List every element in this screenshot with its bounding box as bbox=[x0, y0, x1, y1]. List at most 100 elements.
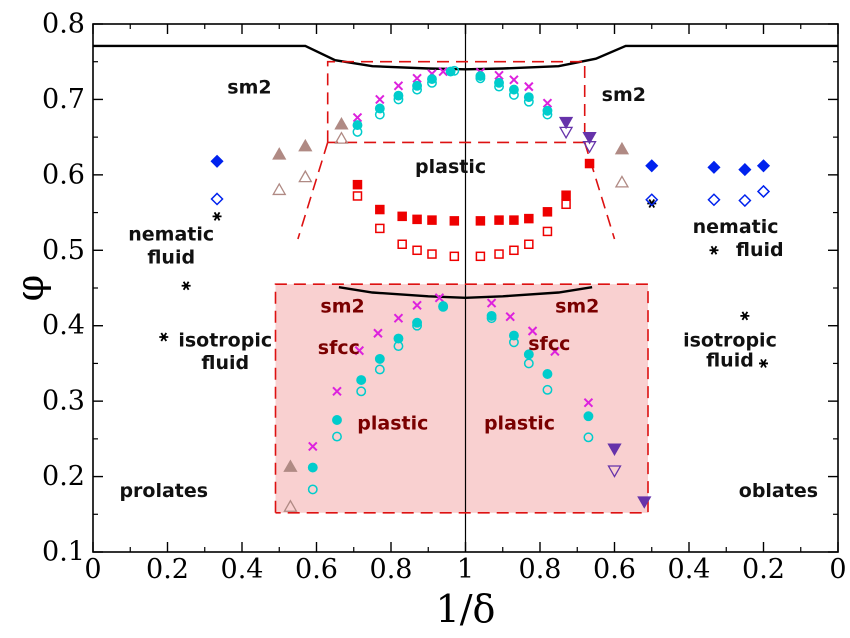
data-point-diamond-1-1 bbox=[645, 159, 659, 173]
data-point-diamond-2-0 bbox=[210, 192, 224, 206]
data-point-diamond-1-4 bbox=[756, 159, 771, 173]
series-7 bbox=[308, 66, 594, 452]
data-point-circle-8-15 bbox=[393, 333, 404, 344]
y-tick-label: 0.2 bbox=[42, 461, 85, 492]
data-point-circle-9-3 bbox=[412, 84, 423, 95]
data-point-circle-9-4 bbox=[427, 77, 437, 88]
data-point-circle-9-19 bbox=[508, 337, 519, 348]
data-point-square-10-7 bbox=[494, 215, 504, 225]
data-point-circle-8-14 bbox=[374, 353, 385, 364]
data-point-cross-7-0 bbox=[352, 112, 363, 123]
annotation-label: isotropic bbox=[178, 329, 272, 351]
data-point-square-10-12 bbox=[584, 158, 595, 169]
data-point-circle-9-2 bbox=[393, 94, 404, 105]
data-point-asterisk-0-5 bbox=[740, 311, 750, 321]
data-point-square-10-9 bbox=[524, 213, 534, 224]
series-0 bbox=[159, 199, 768, 368]
data-point-circle-9-1 bbox=[374, 109, 385, 120]
annotation-label: sfcc bbox=[318, 337, 360, 359]
data-point-cross-7-10 bbox=[542, 98, 553, 108]
x-tick-label: 0.4 bbox=[668, 554, 711, 585]
series-9 bbox=[307, 65, 594, 495]
x-tick-label: 0.8 bbox=[519, 554, 562, 585]
data-point-square-10-3 bbox=[412, 214, 422, 225]
data-point-circle-9-18 bbox=[486, 313, 497, 324]
data-point-circle-9-9 bbox=[523, 96, 534, 107]
series-5 bbox=[558, 116, 652, 509]
data-point-square-11-3 bbox=[412, 245, 422, 256]
data-point-cross-7-9 bbox=[524, 81, 534, 92]
data-point-circle-8-11 bbox=[307, 462, 318, 473]
annotation-label: sm2 bbox=[320, 295, 364, 317]
annotation-label: fluid bbox=[736, 239, 784, 261]
data-point-cross-7-20 bbox=[527, 326, 538, 336]
data-point-cross-7-14 bbox=[373, 328, 383, 338]
annotation-label: sm2 bbox=[227, 77, 271, 99]
annotation-label: nematic bbox=[128, 224, 214, 246]
data-point-circle-9-15 bbox=[393, 341, 404, 352]
y-tick-label: 0.5 bbox=[42, 235, 85, 266]
data-point-cross-7-21 bbox=[550, 346, 560, 357]
data-point-square-11-4 bbox=[427, 249, 437, 259]
annotations-layer: sm2 sm2plasticnematicfluidnematicfluidiso… bbox=[119, 77, 818, 503]
data-point-square-11-8 bbox=[509, 245, 519, 256]
data-point-square-11-9 bbox=[524, 239, 534, 250]
series-4 bbox=[272, 131, 630, 512]
annotation-label: fluid bbox=[201, 352, 249, 374]
annotation-label: plastic bbox=[357, 412, 428, 434]
data-point-cross-7-3 bbox=[412, 73, 422, 84]
data-point-circle-8-13 bbox=[356, 375, 367, 385]
data-point-circle-9-10 bbox=[542, 109, 553, 120]
data-point-circle-8-22 bbox=[583, 411, 594, 422]
series-2 bbox=[210, 184, 771, 208]
x-tick-label: 0.4 bbox=[221, 554, 264, 585]
annotation-label: prolates bbox=[119, 480, 208, 502]
data-point-square-10-2 bbox=[397, 211, 407, 222]
y-tick-label: 0.6 bbox=[42, 159, 85, 190]
annotation-label: isotropic bbox=[683, 329, 777, 351]
data-point-cross-7-18 bbox=[486, 298, 497, 308]
x-tick-label: 0.2 bbox=[146, 554, 189, 585]
data-point-square-11-0 bbox=[352, 191, 363, 201]
data-point-cross-7-1 bbox=[375, 94, 385, 105]
series-11 bbox=[352, 191, 571, 262]
annotation-label: sfcc bbox=[528, 333, 570, 355]
x-tick-label: 0.6 bbox=[295, 554, 338, 585]
data-point-circle-9-20 bbox=[523, 358, 534, 369]
data-point-cross-7-19 bbox=[505, 311, 515, 322]
data-point-square-11-7 bbox=[494, 249, 504, 259]
inset-shaded-region bbox=[275, 284, 649, 513]
shaded-region-layer bbox=[275, 284, 649, 513]
axes-layer: 0.1 0.2 0.3 0.4 0.5 0.6 0.7 0.8 0 0.2 0.4 0.6 0.8 1 0.… bbox=[8, 9, 847, 632]
data-point-triangle-down-5-2 bbox=[607, 443, 622, 456]
data-point-triangle-up-3-0 bbox=[272, 147, 287, 160]
annotation-label: plastic bbox=[415, 156, 486, 178]
data-point-square-11-5 bbox=[449, 251, 460, 262]
data-point-circle-9-14 bbox=[374, 364, 385, 375]
data-point-triangle-down-5-3 bbox=[637, 496, 652, 509]
data-point-square-10-6 bbox=[475, 216, 486, 226]
data-point-square-11-11 bbox=[561, 199, 571, 210]
series-1 bbox=[210, 154, 771, 177]
data-point-triangle-up-3-3 bbox=[614, 141, 630, 155]
data-point-diamond-2-2 bbox=[707, 193, 721, 207]
data-points-layer bbox=[159, 65, 771, 512]
data-point-asterisk-0-2 bbox=[212, 211, 222, 221]
data-point-cross-7-17 bbox=[434, 293, 445, 303]
data-point-asterisk-0-1 bbox=[181, 281, 191, 291]
data-point-cross-7-11 bbox=[308, 441, 318, 452]
annotation-label: sm2 bbox=[555, 295, 599, 317]
data-point-square-10-5 bbox=[449, 216, 460, 226]
data-point-circle-9-11 bbox=[307, 484, 318, 495]
data-point-triangle-up-4-2 bbox=[334, 131, 349, 144]
series-6 bbox=[558, 126, 622, 478]
data-point-cross-7-2 bbox=[393, 81, 404, 91]
data-point-circle-9-5 bbox=[449, 65, 460, 76]
annotation-label: nematic bbox=[693, 216, 779, 238]
data-point-asterisk-0-4 bbox=[709, 245, 719, 255]
data-point-asterisk-0-6 bbox=[759, 358, 768, 368]
data-point-circle-8-21 bbox=[542, 369, 553, 379]
data-point-square-11-2 bbox=[397, 239, 407, 250]
line-zoom-connector-right bbox=[583, 142, 616, 240]
